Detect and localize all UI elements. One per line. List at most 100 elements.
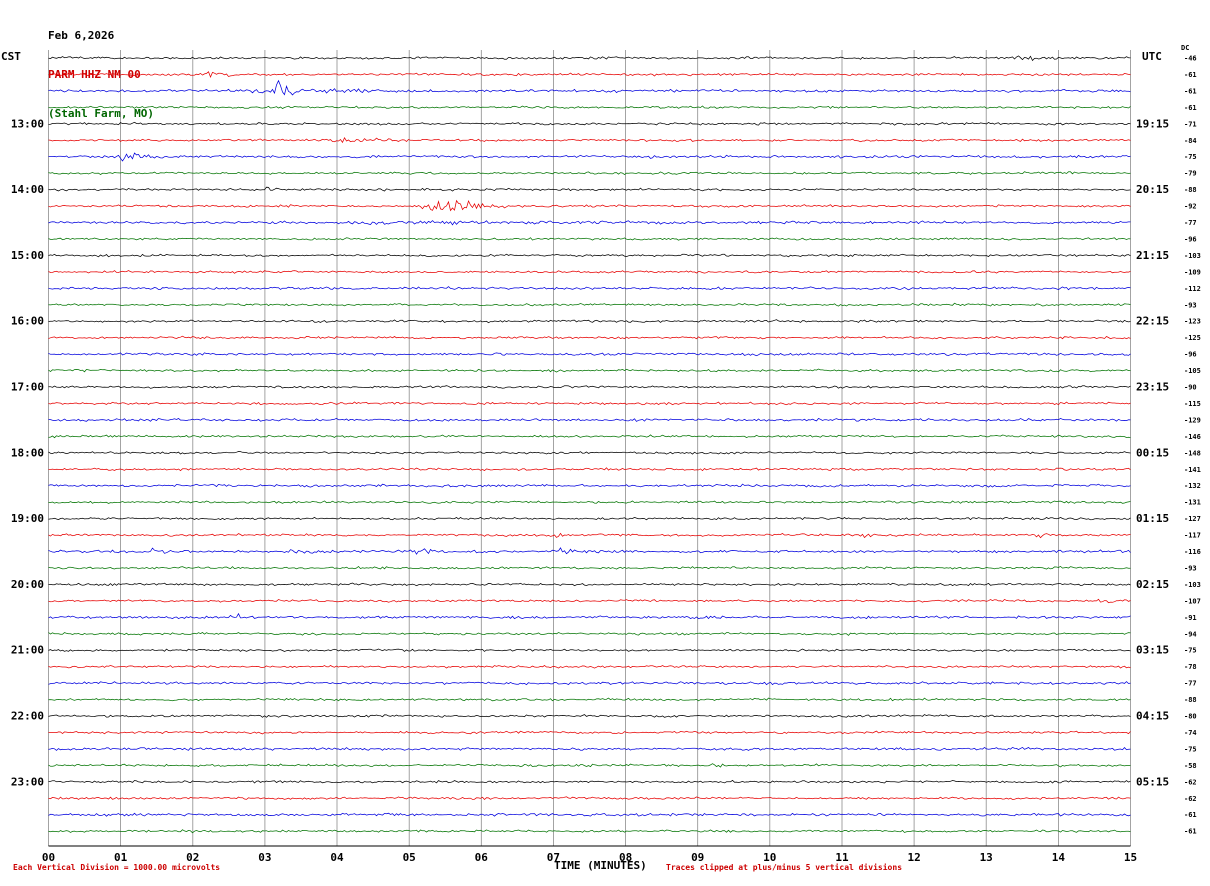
dc-offset-values: -46 -61 -61 -61 -71 -84 -75 -79 -88 -92 -77 -96 -103…: [1184, 55, 1201, 836]
cst-hour-label: 22:00: [11, 710, 44, 723]
dc-offset-value: -92: [1184, 203, 1197, 211]
dc-offset-value: -129: [1184, 416, 1201, 424]
seismogram-trace: [48, 368, 1131, 373]
seismogram-trace: [48, 152, 1131, 162]
dc-offset-value: -93: [1184, 301, 1197, 309]
left-axis-title: CST: [1, 50, 21, 63]
dc-offset-value: -71: [1184, 120, 1197, 128]
dc-offset-value: -75: [1184, 647, 1197, 655]
dc-offset-value: -123: [1184, 318, 1201, 326]
utc-hour-label: 04:15: [1136, 710, 1169, 723]
dc-offset-value: -78: [1184, 663, 1197, 671]
dc-offset-value: -148: [1184, 449, 1201, 457]
seismogram-trace: [48, 385, 1131, 389]
x-tick-label: 06: [475, 851, 489, 864]
cst-hour-label: 13:00: [11, 117, 44, 130]
cst-hour-label: 23:00: [11, 775, 44, 788]
dc-offset-value: -91: [1184, 614, 1197, 622]
dc-offset-value: -96: [1184, 235, 1197, 243]
seismogram-trace: [48, 253, 1131, 258]
dc-offset-value: -61: [1184, 828, 1197, 836]
seismogram-trace: [48, 451, 1131, 455]
utc-hour-label: 02:15: [1136, 578, 1169, 591]
seismogram-trace: [48, 763, 1131, 768]
x-tick-label: 07: [547, 851, 560, 864]
dc-offset-value: -94: [1184, 630, 1197, 638]
x-tick-label: 14: [1052, 851, 1066, 864]
right-axis-title: UTC: [1142, 50, 1162, 63]
seismogram-trace: [48, 714, 1131, 718]
seismogram-trace: [48, 612, 1131, 620]
utc-hour-label: 03:15: [1136, 644, 1169, 657]
x-axis-title: TIME (MINUTES): [554, 859, 647, 872]
traces: [48, 55, 1131, 834]
seismogram-trace: [48, 270, 1131, 274]
x-tick-label: 04: [330, 851, 344, 864]
seismogram-trace: [48, 681, 1131, 686]
dc-offset-value: -74: [1184, 729, 1197, 737]
seismogram-trace: [48, 779, 1131, 784]
dc-offset-value: -75: [1184, 153, 1197, 161]
dc-offset-value: -88: [1184, 186, 1197, 194]
utc-hour-label: 21:15: [1136, 249, 1169, 262]
cst-hour-label: 16:00: [11, 315, 44, 328]
seismogram-trace: [48, 516, 1131, 521]
utc-hour-label: 05:15: [1136, 775, 1169, 788]
seismogram-trace: [48, 136, 1131, 144]
dc-offset-value: -61: [1184, 87, 1197, 95]
dc-offset-value: -115: [1184, 400, 1201, 408]
dc-offset-value: -131: [1184, 499, 1201, 507]
seismogram-trace: [48, 71, 1131, 78]
dc-offset-value: -103: [1184, 252, 1201, 260]
x-tick-label: 02: [186, 851, 199, 864]
dc-offset-value: -79: [1184, 170, 1197, 178]
utc-hour-label: 19:15: [1136, 117, 1169, 130]
seismogram-trace: [48, 665, 1131, 669]
seismogram-trace: [48, 286, 1131, 291]
utc-hour-label: 22:15: [1136, 315, 1169, 328]
seismogram-trace: [48, 237, 1131, 241]
seismogram-trace: [48, 186, 1131, 192]
utc-hour-label: 23:15: [1136, 381, 1169, 394]
seismogram-trace: [48, 598, 1131, 604]
seismogram-trace: [48, 121, 1131, 126]
seismogram-trace: [48, 417, 1131, 422]
dc-offset-value: -112: [1184, 285, 1201, 293]
seismogram-trace: [48, 434, 1131, 439]
dc-offset-value: -77: [1184, 219, 1197, 227]
x-tick-labels: 00 01 02 03 04 05 06 07 08 09 10 11 12 13 14 15: [42, 851, 1137, 864]
dc-offset-value: -77: [1184, 680, 1197, 688]
cst-hour-label: 15:00: [11, 249, 44, 262]
dc-offset-value: -46: [1184, 55, 1197, 63]
x-tick-label: 11: [835, 851, 849, 864]
utc-hour-labels: 19:15 20:15 21:15 22:15 23:15 00:15 01:15 02:15…: [1136, 117, 1169, 788]
seismogram-trace: [48, 319, 1131, 324]
x-tick-label: 03: [258, 851, 271, 864]
dc-offset-value: -125: [1184, 334, 1201, 342]
footer-scale-note: Each Vertical Division = 1000.00 microvo…: [13, 863, 221, 872]
x-tick-label: 15: [1124, 851, 1137, 864]
footer-clip-note: Traces clipped at plus/minus 5 vertical …: [666, 863, 903, 872]
cst-hour-label: 14:00: [11, 183, 44, 196]
dc-offset-value: -62: [1184, 795, 1197, 803]
seismogram-trace: [48, 401, 1131, 406]
utc-hour-label: 20:15: [1136, 183, 1169, 196]
dc-offset-value: -93: [1184, 565, 1197, 573]
seismogram-trace: [48, 829, 1131, 834]
seismogram-trace: [48, 746, 1131, 751]
dc-offset-value: -105: [1184, 367, 1201, 375]
seismogram-trace: [48, 335, 1131, 340]
cst-hour-labels: 13:00 14:00 15:00 16:00 17:00 18:00 19:00 20:00…: [11, 117, 44, 788]
seismogram-trace: [48, 547, 1131, 555]
dc-offset-value: -141: [1184, 466, 1201, 474]
x-tick-label: 10: [763, 851, 776, 864]
seismogram-trace: [48, 632, 1131, 636]
seismogram-trace: [48, 532, 1131, 539]
seismogram-trace: [48, 565, 1131, 570]
x-tick-label: 00: [42, 851, 55, 864]
seismogram-trace: [48, 302, 1131, 307]
seismogram-trace: [48, 352, 1131, 357]
dc-offset-value: -132: [1184, 482, 1201, 490]
